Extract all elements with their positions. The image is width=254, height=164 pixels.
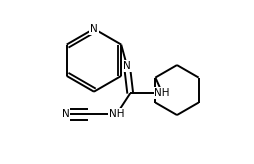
Text: N: N	[61, 109, 69, 119]
Text: NH: NH	[109, 109, 124, 119]
Text: N: N	[90, 24, 98, 34]
Text: NH: NH	[154, 88, 170, 98]
Text: N: N	[123, 61, 131, 71]
